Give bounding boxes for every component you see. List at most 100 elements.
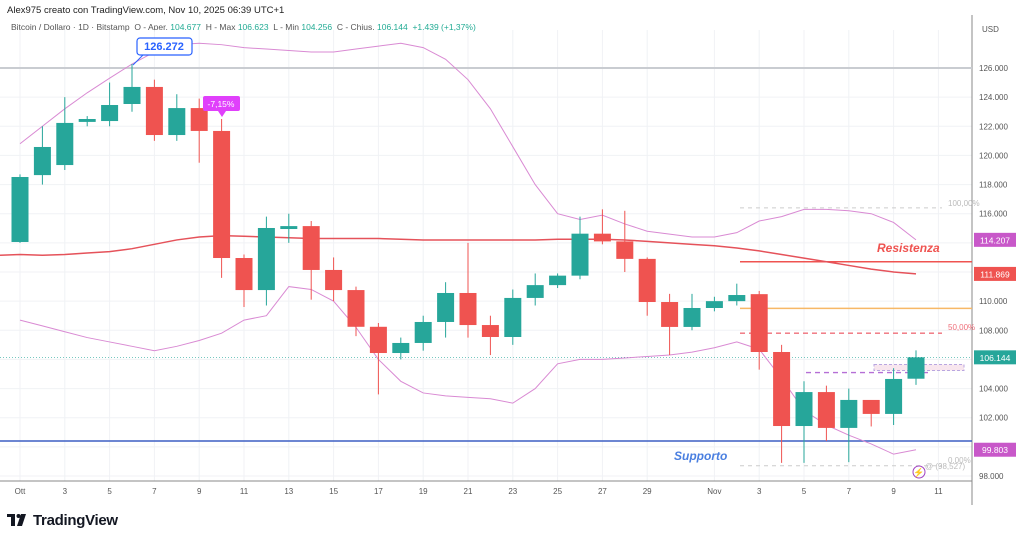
x-tick-label: Nov: [707, 487, 721, 496]
y-tick-label: 122.000: [979, 122, 1008, 131]
candle-body: [481, 325, 499, 337]
price-badge-label: 106.144: [980, 353, 1011, 363]
symbol-legend: Bitcoin / Dollaro · 1D · Bitstamp O - Ap…: [11, 22, 476, 32]
high-callout-pointer: [132, 54, 144, 66]
y-tick-label: 124.000: [979, 93, 1008, 102]
candle-body: [325, 269, 343, 291]
x-tick-label: Ott: [15, 487, 26, 496]
high-label: H - Max: [205, 22, 236, 32]
support-label: Supporto: [674, 449, 727, 463]
x-tick-label: 19: [419, 487, 428, 496]
price-chart[interactable]: USD 126.000 124.000 122.000 120.000 118.000 11…: [0, 0, 1024, 505]
price-badge-label: 111.869: [980, 269, 1010, 279]
fib-100-label: 100,00%: [948, 199, 980, 208]
candle-body: [638, 258, 656, 303]
lightning-icon[interactable]: [912, 465, 926, 479]
x-tick-label: 7: [847, 487, 852, 496]
y-tick-label: 108.000: [979, 326, 1008, 335]
candle-body: [123, 86, 141, 104]
candle-body: [526, 285, 544, 298]
tradingview-logo: TradingView: [7, 512, 118, 529]
lightning-glyph: ⚡: [913, 467, 924, 479]
candle-body: [683, 307, 701, 327]
x-tick-label: 7: [152, 487, 157, 496]
x-tick-label: 25: [553, 487, 562, 496]
y-tick-label: 102.000: [979, 414, 1008, 423]
candle-body: [728, 295, 746, 302]
candle-body: [795, 392, 813, 427]
candle-body: [145, 86, 163, 136]
candle-body: [347, 290, 365, 327]
drop-callout-label: -7,15%: [208, 99, 235, 109]
high-value: 106.623: [237, 22, 269, 32]
candle-body: [661, 302, 679, 327]
candle-body: [101, 105, 119, 122]
x-tick-label: 3: [757, 487, 762, 496]
candle-body: [593, 233, 611, 242]
symbol-name[interactable]: Bitcoin / Dollaro · 1D · Bitstamp: [11, 22, 130, 32]
price-badge-label: 99.803: [982, 445, 1008, 455]
resistance-label: Resistenza: [877, 241, 940, 255]
close-label: C - Chius.: [336, 22, 375, 32]
x-tick-label: 5: [107, 487, 112, 496]
open-value: 104.677: [170, 22, 201, 32]
open-label: O - Aper.: [134, 22, 168, 32]
x-tick-label: 13: [284, 487, 293, 496]
candle-body: [33, 146, 51, 176]
candle-body: [885, 378, 903, 414]
y-tick-label: 98.000: [979, 472, 1004, 481]
candle-body: [190, 108, 208, 131]
candle-body: [257, 227, 275, 291]
y-tick-label: 104.000: [979, 385, 1008, 394]
candle-body: [437, 292, 455, 322]
candle-body: [549, 275, 567, 286]
x-tick-label: 9: [891, 487, 896, 496]
candle-body: [56, 122, 74, 166]
x-tick-label: 17: [374, 487, 383, 496]
price-badge: [974, 442, 1016, 457]
fib-low-label: @ (98,527): [925, 462, 965, 471]
y-tick-label: 110.000: [979, 297, 1008, 306]
tradingview-logo-icon: [7, 514, 26, 526]
candle-body: [168, 108, 186, 136]
drop-callout-box: [203, 96, 240, 111]
brand-name: TradingView: [33, 512, 118, 529]
candle-body: [392, 342, 410, 354]
candle-body: [504, 297, 522, 337]
bollinger-lower-band: [19, 286, 917, 455]
price-badge: [974, 232, 1016, 247]
candle-body: [750, 294, 768, 352]
change-value: +1.439 (+1,37%): [412, 22, 476, 32]
x-tick-label: 11: [934, 487, 943, 496]
high-callout-label: 126.272: [144, 41, 184, 53]
x-tick-label: 15: [329, 487, 338, 496]
candle-body: [817, 392, 835, 428]
close-value: 106.144: [376, 22, 408, 32]
candle-body: [78, 119, 96, 122]
y-tick-label: 126.000: [979, 64, 1008, 73]
moving-average-line: [0, 234, 917, 275]
candle-body: [571, 233, 589, 276]
candle-body: [302, 226, 320, 270]
high-callout-box: [136, 37, 193, 56]
y-tick-label: 120.000: [979, 151, 1008, 160]
candle-body: [705, 301, 723, 308]
attribution: Alex975 creato con TradingView.com, Nov …: [7, 5, 285, 16]
x-tick-label: 29: [643, 487, 652, 496]
candle-body: [213, 130, 231, 259]
candle-body: [907, 357, 925, 379]
candle-body: [414, 321, 432, 343]
y-tick-label: 116.000: [979, 210, 1008, 219]
x-tick-label: 11: [240, 487, 249, 496]
low-value: 104.256: [301, 22, 333, 32]
drop-callout-pointer: [218, 111, 226, 117]
x-tick-label: 9: [197, 487, 202, 496]
x-tick-label: 5: [802, 487, 807, 496]
x-tick-label: 27: [598, 487, 607, 496]
x-tick-label: 21: [464, 487, 473, 496]
price-badge: [974, 266, 1016, 281]
x-tick-label: 23: [508, 487, 517, 496]
candle-body: [773, 351, 791, 427]
candle-body: [459, 292, 477, 326]
price-badge: [974, 350, 1016, 365]
